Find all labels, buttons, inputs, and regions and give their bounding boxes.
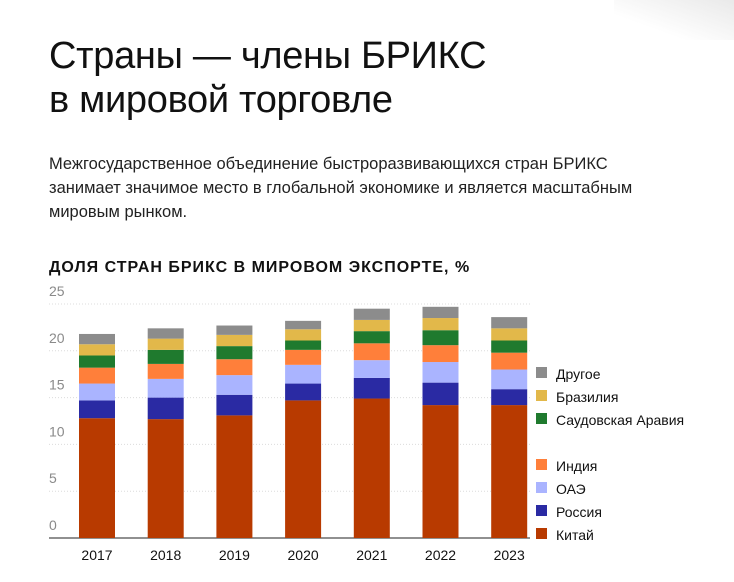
bar-segment bbox=[353, 398, 390, 538]
chart-bars bbox=[79, 306, 528, 538]
bar-segment bbox=[353, 377, 390, 399]
bar-segment bbox=[285, 340, 322, 350]
bar-segment bbox=[491, 352, 528, 370]
legend-item: Россия bbox=[536, 500, 726, 523]
y-tick-label: 25 bbox=[49, 283, 65, 299]
bar-segment bbox=[491, 340, 528, 353]
legend-item: Бразилия bbox=[536, 385, 726, 408]
bar-segment bbox=[353, 319, 390, 332]
x-tick-label: 2020 bbox=[288, 547, 319, 563]
legend-swatch bbox=[536, 390, 547, 401]
bar-segment bbox=[79, 333, 115, 345]
legend-item: Индия bbox=[536, 454, 726, 477]
bar-segment bbox=[491, 405, 528, 538]
corner-shade bbox=[614, 0, 734, 40]
y-tick-label: 20 bbox=[49, 330, 65, 346]
chart-legend: Другое Бразилия Саудовская Аравия Индия ОАЭ Р… bbox=[536, 362, 726, 546]
y-tick-label: 15 bbox=[49, 377, 65, 393]
bar-segment bbox=[285, 349, 322, 365]
legend-label: Саудовская Аравия bbox=[556, 412, 685, 428]
x-tick-label: 2017 bbox=[81, 547, 112, 563]
y-tick-label: 5 bbox=[49, 470, 57, 486]
bar-segment bbox=[422, 405, 459, 538]
page-title: Страны — члены БРИКС в мировой торговле bbox=[49, 34, 689, 122]
y-tick-label: 0 bbox=[49, 517, 57, 533]
legend-label: ОАЭ bbox=[556, 481, 586, 497]
bar-segment bbox=[422, 306, 459, 319]
bar-segment bbox=[79, 383, 115, 401]
bar-segment bbox=[79, 418, 115, 538]
legend-swatch bbox=[536, 413, 547, 424]
y-axis: 0 5 10 15 20 25 bbox=[49, 283, 65, 533]
legend-swatch bbox=[536, 505, 547, 516]
legend-label: Индия bbox=[556, 458, 598, 474]
bar-segment bbox=[491, 328, 528, 341]
subtitle-line-1: Межгосударственное объединение быстрораз… bbox=[49, 155, 608, 173]
bar-segment bbox=[491, 389, 528, 406]
bar-segment bbox=[285, 329, 322, 341]
bar-segment bbox=[147, 349, 184, 364]
legend-item: Саудовская Аравия bbox=[536, 408, 726, 454]
bar-segment bbox=[353, 360, 390, 378]
bar-segment bbox=[216, 359, 253, 376]
legend-label: Бразилия bbox=[556, 389, 619, 405]
bar-segment bbox=[79, 355, 115, 368]
x-tick-label: 2018 bbox=[150, 547, 181, 563]
bar-segment bbox=[216, 334, 253, 347]
subtitle-line-3: мировым рынком. bbox=[49, 203, 188, 221]
bar-segment bbox=[353, 308, 390, 320]
bar-segment bbox=[147, 378, 184, 398]
bar-segment bbox=[216, 346, 253, 360]
bar-segment bbox=[491, 369, 528, 390]
bar-segment bbox=[285, 383, 322, 401]
x-tick-label: 2021 bbox=[356, 547, 387, 563]
bar-segment bbox=[79, 400, 115, 419]
bar-segment bbox=[353, 331, 390, 344]
legend-label: Россия bbox=[556, 504, 602, 520]
subtitle-line-2: занимает значимое место в глобальной эко… bbox=[49, 179, 633, 197]
legend-swatch bbox=[536, 482, 547, 493]
bar-segment bbox=[147, 419, 184, 538]
x-tick-label: 2022 bbox=[425, 547, 456, 563]
x-tick-label: 2023 bbox=[494, 547, 525, 563]
bar-segment bbox=[353, 343, 390, 361]
bar-segment bbox=[147, 397, 184, 420]
bar-segment bbox=[422, 345, 459, 363]
legend-item: Другое bbox=[536, 362, 726, 385]
bar-segment bbox=[79, 367, 115, 384]
bar-segment bbox=[79, 344, 115, 356]
bar-segment bbox=[422, 362, 459, 383]
legend-label: Китай bbox=[556, 527, 594, 543]
bar-segment bbox=[216, 325, 253, 335]
x-axis: 2017 2018 2019 2020 2021 2022 2023 bbox=[81, 547, 525, 563]
bar-segment bbox=[147, 338, 184, 350]
bar-segment bbox=[422, 318, 459, 331]
chart-title: ДОЛЯ СТРАН БРИКС В МИРОВОМ ЭКСПОРТЕ, % bbox=[49, 259, 471, 276]
bar-segment bbox=[285, 364, 322, 384]
bar-segment bbox=[216, 415, 253, 538]
legend-item: Китай bbox=[536, 523, 726, 546]
bar-segment bbox=[285, 320, 322, 330]
legend-swatch bbox=[536, 528, 547, 539]
title-line-2: в мировой торговле bbox=[49, 79, 393, 121]
legend-item: ОАЭ bbox=[536, 477, 726, 500]
bar-segment bbox=[422, 382, 459, 406]
bar-segment bbox=[491, 317, 528, 329]
bar-segment bbox=[285, 400, 322, 538]
bar-segment bbox=[422, 330, 459, 346]
bar-segment bbox=[147, 363, 184, 379]
legend-swatch bbox=[536, 367, 547, 378]
title-line-1: Страны — члены БРИКС bbox=[49, 35, 487, 77]
legend-swatch bbox=[536, 459, 547, 470]
bar-segment bbox=[147, 328, 184, 339]
y-tick-label: 10 bbox=[49, 423, 65, 439]
x-tick-label: 2019 bbox=[219, 547, 250, 563]
legend-label: Другое bbox=[556, 366, 601, 382]
bar-segment bbox=[216, 375, 253, 395]
page-subtitle: Межгосударственное объединение быстрораз… bbox=[49, 152, 709, 224]
bar-segment bbox=[216, 394, 253, 416]
